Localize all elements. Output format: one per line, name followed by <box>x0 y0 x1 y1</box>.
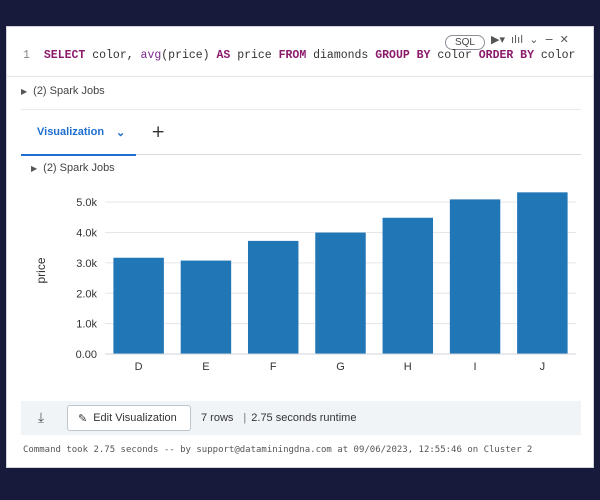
tab-label: Visualization <box>37 126 105 138</box>
spark-jobs-label: (2) Spark Jobs <box>43 162 115 174</box>
x-tick-label: D <box>135 361 143 371</box>
chevron-down-icon[interactable]: ⌄ <box>116 126 126 139</box>
code-token: SELECT <box>43 49 86 62</box>
bar-f <box>247 240 299 354</box>
y-tick-label: 4.0k <box>76 228 97 240</box>
bar-e <box>180 260 232 354</box>
code-token: avg <box>140 49 162 62</box>
code-token: color <box>533 49 576 62</box>
code-token: color <box>430 49 479 62</box>
y-tick-label: 3.0k <box>76 258 97 270</box>
code-token: ORDER BY <box>478 49 534 62</box>
code-token: FROM <box>278 49 307 62</box>
command-info: Command took 2.75 seconds -- by support@… <box>23 445 533 455</box>
code-line[interactable]: 1 SELECT color, avg(price) AS price FROM … <box>23 49 583 62</box>
bar-h <box>382 217 434 354</box>
x-tick-label: F <box>270 361 277 371</box>
y-axis-label: price <box>34 257 48 283</box>
cell-toolbar: ▶▾ ılıl ⌄ − ✕ <box>491 33 569 46</box>
run-icon[interactable]: ▶▾ <box>491 33 505 46</box>
spark-jobs-label: (2) Spark Jobs <box>33 85 105 97</box>
bar-j <box>517 192 568 354</box>
bar-i <box>449 199 501 354</box>
y-tick-label: 2.0k <box>76 288 97 300</box>
separator: | <box>243 412 247 424</box>
bar-chart: 0.00 1.0k 2.0k 3.0k 4.0k 5.0k price D E F G H I J <box>34 192 576 371</box>
caret-right-icon: ▶ <box>31 163 38 173</box>
code-token: (price) <box>161 49 217 62</box>
y-tick-label: 0.00 <box>76 349 97 361</box>
line-number: 1 <box>23 49 30 62</box>
edit-visualization-button[interactable]: ✎ Edit Visualization <box>67 405 191 431</box>
x-tick-label: G <box>336 361 345 371</box>
language-badge[interactable]: SQL <box>445 35 485 50</box>
notebook-cell: SQL ▶▾ ılıl ⌄ − ✕ 1 SELECT color, avg(pri… <box>6 26 594 468</box>
x-tick-label: H <box>404 361 412 371</box>
cell-editor[interactable]: SQL ▶▾ ılıl ⌄ − ✕ 1 SELECT color, avg(pri… <box>7 27 593 77</box>
output-tabs: Visualization ⌄ + <box>21 109 581 156</box>
caret-right-icon: ▶ <box>21 86 28 96</box>
pencil-icon: ✎ <box>78 412 88 425</box>
code-token: price <box>230 49 279 62</box>
close-icon[interactable]: ✕ <box>559 33 569 46</box>
bar-d <box>113 257 164 354</box>
x-tick-label: E <box>202 361 209 371</box>
code-token: AS <box>216 49 231 62</box>
x-tick-label: J <box>540 361 546 371</box>
runtime: 2.75 seconds runtime <box>251 412 357 424</box>
spark-jobs-toggle[interactable]: ▶ (2) Spark Jobs <box>31 162 115 174</box>
row-count: 7 rows <box>201 412 234 424</box>
y-tick-label: 5.0k <box>76 197 97 209</box>
chevron-down-icon[interactable]: ⌄ <box>529 33 539 46</box>
y-tick-label: 1.0k <box>76 319 97 331</box>
code-token: color, <box>85 49 141 62</box>
add-tab-button[interactable]: + <box>151 122 166 142</box>
code-token: diamonds <box>306 49 376 62</box>
code-token: GROUP BY <box>375 49 431 62</box>
edit-visualization-label: Edit Visualization <box>93 412 177 424</box>
output-footer: ⤓ ✎ Edit Visualization 7 rows | 2.75 sec… <box>21 401 581 435</box>
download-icon[interactable]: ⤓ <box>37 410 45 426</box>
chart-icon[interactable]: ılıl <box>510 33 524 46</box>
minimize-icon[interactable]: − <box>544 33 554 46</box>
bar-g <box>315 232 366 354</box>
spark-jobs-toggle[interactable]: ▶ (2) Spark Jobs <box>21 85 581 97</box>
cell-output: ▶ (2) Spark Jobs Visualization ⌄ + ▶ (2)… <box>21 85 581 425</box>
tab-visualization[interactable]: Visualization ⌄ <box>21 110 136 156</box>
x-tick-label: I <box>474 361 477 371</box>
